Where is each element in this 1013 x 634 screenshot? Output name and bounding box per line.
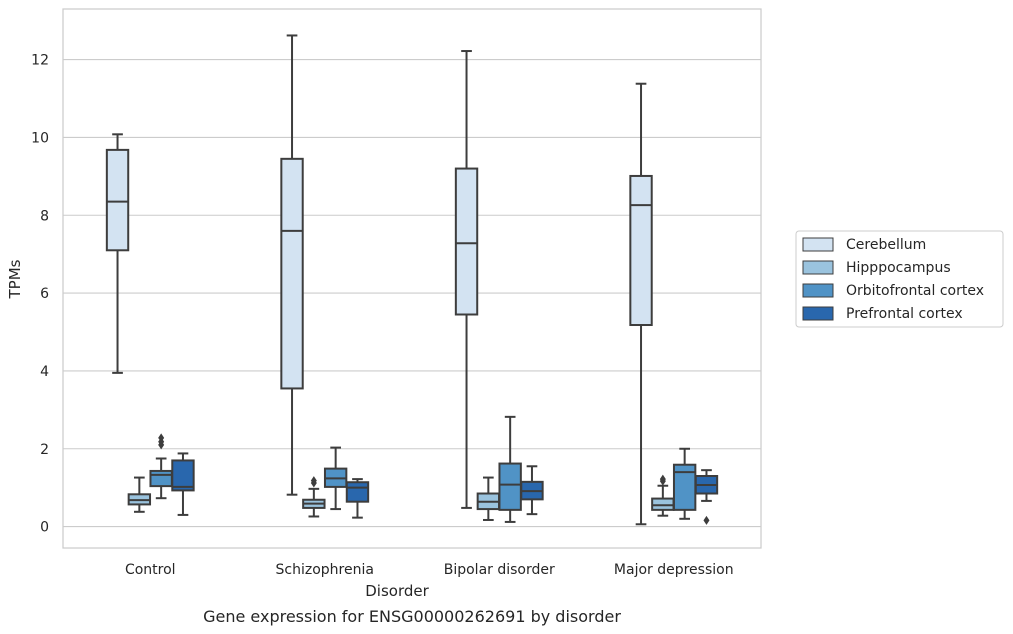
x-tick-label: Major depression <box>614 562 734 578</box>
legend-swatch <box>802 283 834 298</box>
box-iqr <box>280 157 304 390</box>
box-plot <box>345 478 370 519</box>
box-plot <box>651 474 675 517</box>
legend-swatch <box>802 237 834 252</box>
y-tick-label: 12 <box>31 53 49 69</box>
box-plot <box>171 452 195 516</box>
box-iqr <box>345 481 370 503</box>
legend-swatch <box>802 260 834 275</box>
box-iqr <box>149 469 173 488</box>
box-plot <box>280 34 304 496</box>
outlier-point <box>310 476 317 486</box>
y-tick-label: 4 <box>40 364 49 380</box>
y-axis-ticks: 0 2 4 6 8 10 12 <box>31 53 49 536</box>
x-tick-label: Schizophrenia <box>276 562 374 578</box>
box-plot <box>520 465 544 516</box>
x-axis-label: Disorder <box>365 582 429 600</box>
plot-area-frame <box>62 8 762 549</box>
y-gridlines <box>63 59 761 528</box>
legend-label: Hipppocampus <box>846 260 951 276</box>
y-tick-label: 2 <box>40 442 49 458</box>
box-plot <box>498 415 522 523</box>
y-tick-label: 6 <box>40 286 49 302</box>
box-iqr <box>171 459 195 492</box>
y-tick-label: 0 <box>40 520 49 536</box>
legend-items: Cerebellum Hipppocampus Orbitofrontal cort… <box>802 237 984 322</box>
box-plot <box>454 50 479 509</box>
chart-caption: Gene expression for ENSG00000262691 by d… <box>203 607 621 626</box>
y-tick-label: 8 <box>40 208 49 224</box>
y-tick-label: 10 <box>31 130 49 146</box>
outlier-point <box>703 515 710 525</box>
x-tick-label: Control <box>125 562 176 578</box>
x-tick-label: Bipolar disorder <box>444 562 555 578</box>
x-axis-ticks: Control Schizophrenia Bipolar disorder Majo… <box>125 562 734 578</box>
box-plot <box>105 133 130 374</box>
box-iqr <box>629 174 653 327</box>
box-plot <box>149 433 173 500</box>
legend-label: Orbitofrontal cortex <box>846 283 984 299</box>
legend: Cerebellum Hipppocampus Orbitofrontal cort… <box>795 230 1004 328</box>
y-axis-label: TPMs <box>6 259 24 299</box>
box-plot <box>323 446 348 511</box>
legend-swatch <box>802 306 834 321</box>
box-plots <box>105 34 719 526</box>
box-iqr <box>105 148 130 252</box>
box-plot <box>694 469 719 525</box>
box-plot <box>629 82 653 526</box>
box-plot <box>302 476 326 518</box>
outlier-point <box>659 474 666 484</box>
box-plot <box>476 476 501 521</box>
box-iqr <box>454 167 479 316</box>
legend-label: Cerebellum <box>846 237 926 253</box>
legend-frame <box>795 230 1004 328</box>
outlier-point <box>158 433 165 443</box>
legend-label: Prefrontal cortex <box>846 306 963 322</box>
box-iqr <box>498 462 522 511</box>
box-plot <box>672 447 697 520</box>
box-plot <box>127 476 152 513</box>
